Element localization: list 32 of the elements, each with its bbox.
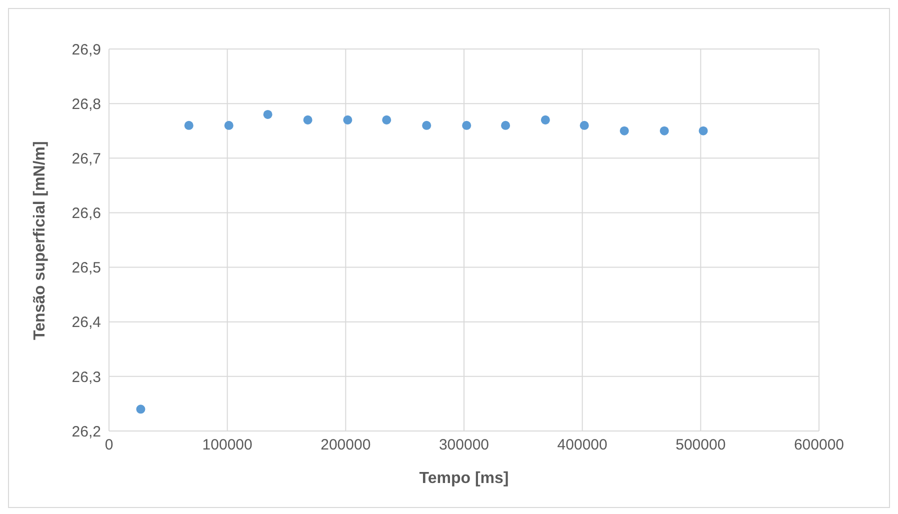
point [580,120,589,130]
y-tick-label: 26,2 [72,423,101,440]
point [462,120,472,130]
point [136,404,146,414]
x-axis-title: Tempo [ms] [419,470,509,487]
y-tick-label: 26,5 [72,260,101,277]
x-tick-label: 400000 [557,436,608,454]
point [660,126,669,136]
x-tick-label: 0 [104,436,114,454]
point [422,120,432,130]
point [343,115,352,124]
x-tick-label: 200000 [320,436,371,454]
y-tick-label: 26,6 [72,205,101,222]
point [224,120,234,130]
point [184,120,194,130]
y-tick-label: 26,3 [72,368,101,386]
point [540,115,550,124]
point [263,110,272,119]
x-tick-label: 600000 [794,436,844,454]
point [501,120,510,130]
y-tick-label: 26,7 [72,150,101,168]
point [382,115,392,124]
y-tick-label: 26,8 [72,96,101,113]
x-tick-label: 100000 [202,436,252,454]
y-axis-title: Tensão superficial [mN/m] [32,141,49,340]
point [620,126,629,136]
y-tick-label: 26,4 [72,314,101,332]
x-tick-label: 500000 [676,436,726,454]
y-tick-label: 26,9 [72,41,101,58]
point [303,115,312,124]
x-tick-label: 300000 [438,436,490,454]
point [698,126,708,136]
